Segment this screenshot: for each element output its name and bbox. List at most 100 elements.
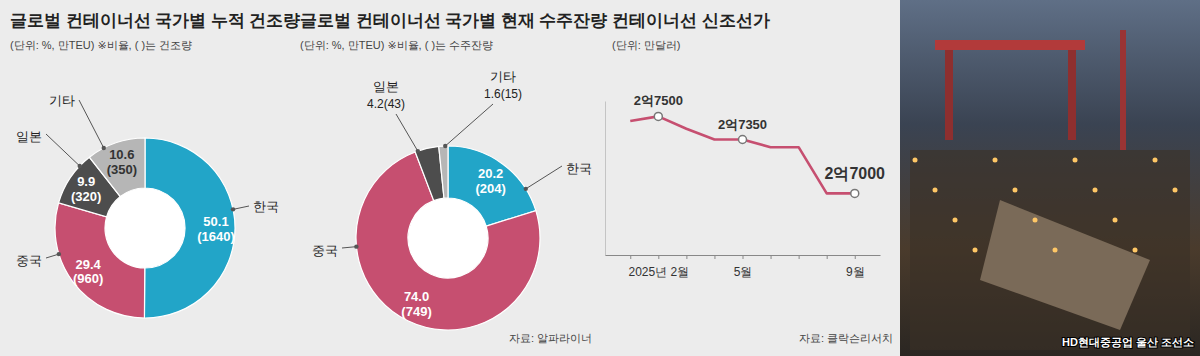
crane [935, 40, 1085, 50]
subtitle: (단위: %, 만TEU) ※비율, ( )는 건조량 [10, 39, 192, 51]
value-label: 9.9 [77, 174, 95, 189]
light [913, 158, 918, 163]
y-axis [605, 102, 606, 256]
tick [714, 255, 715, 259]
crane [1068, 50, 1076, 140]
light [1173, 188, 1178, 193]
data-label: 20.2(204) [476, 166, 506, 196]
light [933, 188, 938, 193]
title: 글로벌 컨테이너선 국가별 현재 수주잔량 [300, 11, 607, 29]
leader-dot [78, 164, 82, 168]
subtitle: (단위: %, 만TEU) ※비율, ( )는 수주잔량 [300, 39, 493, 51]
slice [448, 146, 536, 226]
data-label: 29.4(960) [73, 257, 103, 287]
category-label: 일본 [373, 79, 399, 94]
data-label: 2억7350 [718, 117, 767, 132]
volume-label: (350) [107, 162, 137, 177]
tick [855, 255, 856, 259]
donut: 한국50.1(1640)중국29.4(960)일본9.9(320)기타10.6(… [16, 93, 279, 318]
tick [686, 255, 687, 259]
slice [439, 146, 448, 198]
light [953, 218, 958, 223]
light [993, 158, 998, 163]
data-label: 74.0(749) [401, 289, 431, 319]
leader-line [79, 100, 104, 148]
slice [89, 138, 145, 197]
line [630, 116, 854, 193]
dock [910, 150, 1190, 350]
light [1053, 248, 1058, 253]
light [1073, 158, 1078, 163]
volume-label: (204) [476, 181, 506, 196]
title: 컨테이너선 신조선가 [612, 11, 770, 29]
y-axis-line [605, 102, 606, 256]
volume-label: (960) [73, 271, 103, 286]
volume-label: (749) [401, 304, 431, 319]
value-label: 10.6 [109, 147, 134, 162]
value-label: 74.0 [404, 289, 429, 304]
leader-dot [443, 144, 447, 148]
leader-dot [231, 207, 235, 211]
ship [980, 200, 1150, 330]
category-label: 한국 [253, 199, 279, 214]
source: 자료: 알파라이너 [509, 332, 592, 344]
value-label: 1.6 [484, 87, 501, 101]
light [1093, 188, 1098, 193]
category-label: 일본 [16, 129, 42, 144]
x-axis: 2025년 2월 5월 9월 [606, 255, 881, 279]
canvas: 글로벌 컨테이너선 국가별 누적 건조량(단위: %, 만TEU) ※비율, (… [0, 0, 1200, 356]
leader-line [445, 104, 493, 146]
volume-label: (43) [384, 97, 405, 111]
leader-dot [524, 187, 528, 191]
data-label: 50.1(1640) [197, 214, 235, 244]
data-label: 1.6(15) [484, 87, 522, 101]
marker [739, 136, 747, 144]
leader-dot [102, 146, 106, 150]
leader-line [526, 166, 562, 189]
photo [900, 0, 1200, 356]
category-label: 한국 [566, 161, 592, 176]
light [1033, 218, 1038, 223]
data-label: 2억7500 [634, 93, 683, 108]
donut: 한국20.2(204)중국74.0(749)일본4.2(43)기타1.6(15) [312, 69, 592, 330]
volume-label: (15) [501, 87, 522, 101]
light [973, 248, 978, 253]
light [1013, 188, 1018, 193]
leader-dot [416, 149, 420, 153]
tick [799, 255, 800, 259]
data-label: 10.6(350) [107, 147, 137, 177]
leader-line [396, 114, 418, 151]
slice [144, 138, 235, 318]
source: 자료: 클락슨리서치 [799, 332, 893, 344]
crane [945, 50, 953, 140]
category-label: 기타 [49, 93, 75, 108]
tick-label: 9월 [846, 265, 865, 279]
data-label: 9.9(320) [71, 174, 101, 204]
value-label: 20.2 [478, 166, 503, 181]
subtitle: (단위: 만달러) [612, 39, 680, 51]
slice [55, 203, 145, 318]
marker [654, 112, 662, 120]
value-label: 29.4 [75, 257, 101, 272]
data-label: 2억7000 [824, 165, 885, 182]
leader-line [46, 134, 80, 166]
light [1153, 158, 1158, 163]
value-label: 4.2 [367, 97, 384, 111]
data-label: 4.2(43) [367, 97, 405, 111]
crane [1120, 30, 1126, 150]
leader-dot [57, 252, 61, 256]
volume-label: (1640) [197, 229, 235, 244]
background [0, 0, 900, 356]
category-label: 중국 [16, 253, 42, 268]
tick [743, 255, 744, 259]
tick-label: 5월 [734, 265, 753, 279]
leader-dot [354, 244, 358, 248]
light [1113, 218, 1118, 223]
value-label: 50.1 [203, 214, 228, 229]
tick-label: 2025년 2월 [628, 265, 689, 279]
tick [630, 255, 631, 259]
category-label: 기타 [490, 69, 516, 84]
leader-line [233, 206, 249, 209]
marker [851, 189, 859, 197]
plot-area [630, 112, 858, 197]
